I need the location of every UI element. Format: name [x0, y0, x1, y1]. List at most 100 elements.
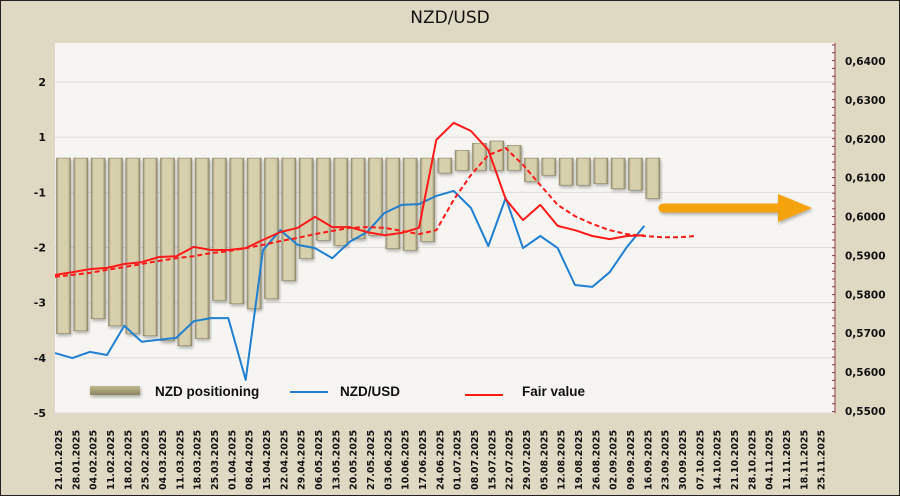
right-tick-label: 0,5700 [845, 328, 886, 340]
bar-nzd-positioning [281, 157, 297, 281]
bar-nzd-positioning [576, 157, 591, 186]
x-tick-label: 26.08.2025 [591, 430, 602, 490]
line-fair-value-trend [54, 147, 697, 278]
right-tick-label: 0,6300 [845, 95, 886, 107]
left-tick-label: -3 [34, 297, 46, 310]
right-axis-minor-ticks [832, 44, 835, 413]
right-axis-ticks: 0,6400 0,6300 0,6200 0,6100 0,6000 0,5900 0,58… [845, 56, 886, 418]
bar-nzd-positioning [264, 157, 279, 300]
x-tick-label: 01.07.2025 [453, 430, 464, 490]
line-nzd-usd [54, 189, 646, 381]
right-tick-label: 0,5900 [845, 250, 886, 262]
x-tick-label: 16.09.2025 [643, 430, 654, 490]
legend-item-fair-value: Fair value [465, 384, 586, 399]
x-tick-label: 12.08.2025 [557, 430, 568, 490]
right-tick-label: 0,5500 [845, 406, 886, 418]
left-tick-label: 1 [38, 131, 46, 144]
bar-nzd-positioning [437, 157, 453, 174]
x-tick-label: 11.03.2025 [175, 430, 186, 490]
legend-item-positioning: NZD positioning [90, 384, 259, 399]
x-tick-label: 15.04.2025 [262, 430, 273, 490]
x-tick-label: 14.10.2025 [713, 430, 724, 490]
x-tick-label: 07.10.2025 [695, 430, 706, 490]
bar-nzd-positioning [628, 157, 643, 191]
bar-nzd-positioning [541, 157, 557, 176]
chart-title: NZD/USD [410, 8, 490, 28]
bar-nzd-positioning [610, 157, 626, 189]
left-axis-ticks: 2 1 -1 -2 -3 -4 -5 [34, 76, 47, 420]
x-tick-label: 04.03.2025 [158, 430, 169, 490]
x-tick-label: 02.09.2025 [609, 430, 620, 490]
x-tick-label: 08.04.2025 [245, 430, 256, 490]
bar-nzd-positioning [229, 157, 245, 305]
projection-arrow [658, 194, 812, 222]
bar-nzd-positioning [142, 157, 158, 337]
x-tick-label: 18.02.2025 [123, 430, 134, 490]
legend: NZD positioning NZD/USD Fair value [90, 384, 586, 399]
x-tick-label: 22.07.2025 [505, 430, 516, 490]
x-tick-label: 25.02.2025 [141, 430, 152, 490]
x-tick-label: 17.06.2025 [418, 430, 429, 490]
bar-nzd-positioning [506, 145, 522, 171]
x-tick-label: 28.01.2025 [71, 430, 82, 490]
x-tick-label: 11.02.2025 [106, 430, 117, 490]
x-tick-label: 05.08.2025 [539, 430, 550, 490]
x-axis-ticks: 21.01.2025 28.01.2025 04.02.2025 11.02.2025… [54, 430, 828, 490]
x-tick-label: 25.03.2025 [210, 430, 221, 490]
x-tick-label: 18.03.2025 [193, 430, 204, 490]
x-tick-label: 03.06.2025 [383, 430, 394, 490]
bar-nzd-positioning [246, 157, 262, 310]
left-tick-label: -5 [34, 407, 46, 420]
bar-nzd-positioning [56, 157, 71, 334]
left-tick-label: -4 [34, 352, 47, 365]
x-tick-label: 28.10.2025 [747, 430, 758, 490]
bar-nzd-positioning [333, 157, 349, 246]
bar-nzd-positioning [160, 157, 175, 342]
legend-label: Fair value [522, 384, 586, 399]
x-tick-label: 29.07.2025 [522, 430, 533, 490]
left-tick-label: 2 [38, 76, 46, 89]
bar-nzd-positioning [298, 157, 314, 259]
x-tick-label: 06.05.2025 [314, 430, 325, 490]
x-tick-label: 25.11.2025 [817, 430, 828, 490]
x-tick-label: 13.05.2025 [331, 430, 342, 490]
positioning-bars [56, 140, 661, 346]
right-tick-label: 0,6400 [845, 56, 886, 68]
x-tick-label: 01.04.2025 [227, 430, 238, 490]
right-tick-label: 0,6000 [845, 212, 886, 224]
bar-nzd-positioning [90, 157, 106, 319]
bar-nzd-positioning [454, 150, 470, 171]
x-tick-label: 15.07.2025 [487, 430, 498, 490]
x-tick-label: 04.11.2025 [765, 430, 776, 490]
right-tick-label: 0,6200 [845, 134, 886, 146]
legend-swatch-bar [90, 386, 140, 395]
bar-nzd-positioning [645, 157, 661, 199]
x-tick-label: 24.06.2025 [435, 430, 446, 490]
x-tick-label: 10.06.2025 [401, 430, 412, 490]
x-tick-label: 23.09.2025 [661, 430, 672, 490]
legend-item-nzdusd: NZD/USD [290, 384, 400, 399]
bar-nzd-positioning [125, 157, 141, 334]
x-tick-label: 27.05.2025 [366, 430, 377, 490]
x-tick-label: 08.07.2025 [470, 430, 481, 490]
legend-label: NZD/USD [340, 384, 400, 399]
x-tick-label: 20.05.2025 [349, 430, 360, 490]
bar-nzd-positioning [385, 157, 401, 249]
left-tick-label: -2 [34, 242, 46, 255]
x-tick-label: 11.11.2025 [782, 430, 793, 490]
bar-nzd-positioning [316, 157, 331, 241]
bar-nzd-positioning [368, 157, 383, 236]
bar-nzd-positioning [73, 157, 89, 332]
bar-nzd-positioning [489, 140, 505, 171]
x-tick-label: 04.02.2025 [89, 430, 100, 490]
bar-nzd-positioning [350, 157, 366, 239]
x-tick-label: 09.09.2025 [626, 430, 637, 490]
right-tick-label: 0,6100 [845, 173, 886, 185]
legend-label: NZD positioning [155, 384, 259, 399]
x-tick-label: 29.04.2025 [297, 430, 308, 490]
bar-nzd-positioning [108, 157, 123, 327]
bar-nzd-positioning [524, 157, 539, 182]
x-tick-label: 21.01.2025 [54, 430, 65, 490]
left-tick-label: -1 [34, 186, 46, 199]
